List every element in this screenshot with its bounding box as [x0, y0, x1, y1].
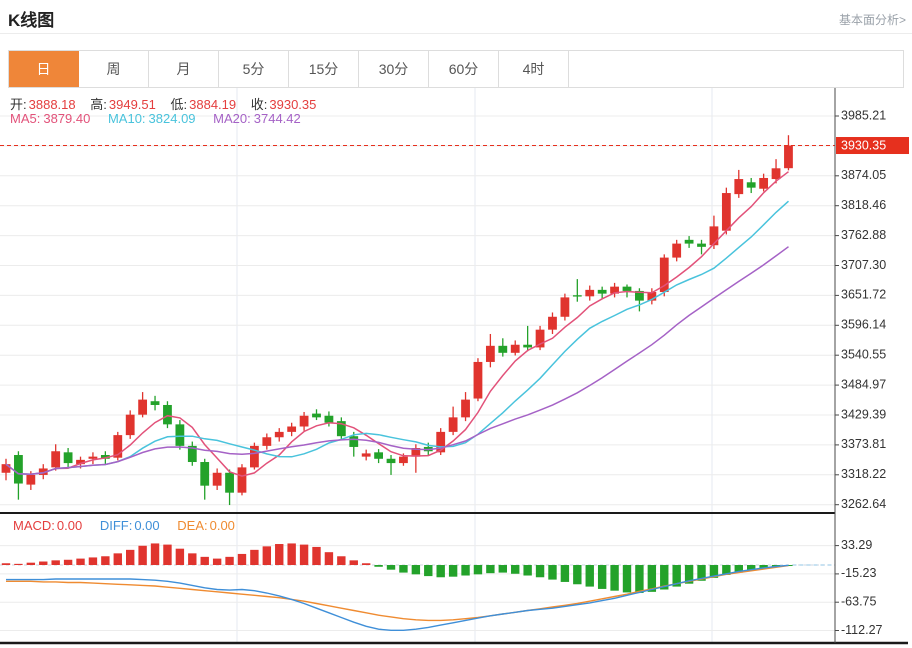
diff-line: [6, 564, 789, 631]
period-tabs: 日 周 月 5分 15分 30分 60分 4时: [8, 50, 904, 88]
price-axis-labels: 3985.21 3874.05 3818.46 3762.88 3707.30 3651.…: [835, 108, 886, 511]
candles-layer: [1, 135, 793, 506]
svg-text:3762.88: 3762.88: [841, 228, 886, 242]
macd-histogram: [1, 543, 793, 594]
kline-macd-chart-svg[interactable]: 3985.21 3874.05 3818.46 3762.88 3707.30 3651.…: [0, 88, 912, 648]
ma10-line: [5, 200, 790, 475]
tab-30min[interactable]: 30分: [359, 51, 429, 87]
svg-text:3818.46: 3818.46: [841, 198, 886, 212]
kline-chart-area[interactable]: 3985.21 3874.05 3818.46 3762.88 3707.30 3651.…: [0, 88, 912, 648]
svg-text:3373.81: 3373.81: [841, 437, 886, 451]
svg-text:3707.30: 3707.30: [841, 258, 886, 272]
tab-60min[interactable]: 60分: [429, 51, 499, 87]
header-divider: [0, 33, 912, 34]
svg-text:3318.22: 3318.22: [841, 467, 886, 481]
fundamental-analysis-link[interactable]: 基本面分析>: [838, 13, 906, 27]
tab-5min[interactable]: 5分: [219, 51, 289, 87]
svg-text:-63.75: -63.75: [841, 594, 876, 608]
svg-text:3651.72: 3651.72: [841, 288, 886, 302]
svg-text:3429.39: 3429.39: [841, 407, 886, 421]
tab-day[interactable]: 日: [9, 51, 79, 87]
tab-month[interactable]: 月: [149, 51, 219, 87]
svg-text:3985.21: 3985.21: [841, 108, 886, 122]
gridlines: [0, 88, 835, 643]
svg-text:-112.27: -112.27: [841, 623, 883, 637]
svg-text:3262.64: 3262.64: [841, 497, 886, 511]
svg-text:3596.14: 3596.14: [841, 318, 886, 332]
page-title: K线图: [8, 11, 55, 30]
current-price-badge: 3930.35: [836, 137, 909, 155]
svg-text:3484.97: 3484.97: [841, 377, 886, 391]
ma5-line: [5, 171, 789, 477]
tab-4hour[interactable]: 4时: [499, 51, 569, 87]
ma20-line: [5, 246, 789, 475]
svg-text:33.29: 33.29: [841, 538, 872, 552]
macd-axis-labels: 33.29 -15.23 -63.75 -112.27: [835, 538, 883, 637]
tab-week[interactable]: 周: [79, 51, 149, 87]
axes: [0, 88, 908, 645]
svg-text:3540.55: 3540.55: [841, 347, 886, 361]
tab-15min[interactable]: 15分: [289, 51, 359, 87]
svg-text:-15.23: -15.23: [841, 566, 876, 580]
svg-text:3930.35: 3930.35: [841, 138, 886, 152]
tabs-filler: [569, 51, 903, 87]
svg-text:3874.05: 3874.05: [841, 168, 886, 182]
